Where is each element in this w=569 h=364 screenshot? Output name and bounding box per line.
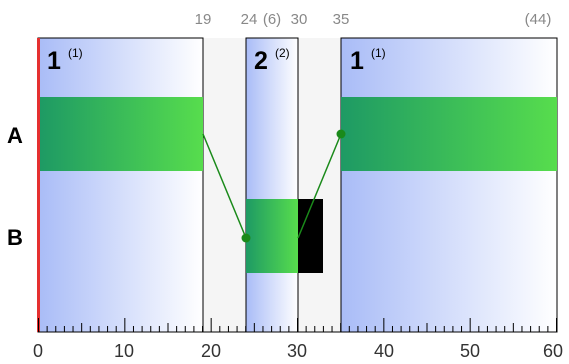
- panel-3: [340, 37, 558, 333]
- top-label: 24: [241, 11, 258, 28]
- panel-superscript: (1): [68, 46, 83, 60]
- axis-tick-label: 30: [287, 341, 307, 361]
- top-label: 30: [291, 11, 308, 28]
- axis-tick-label: 20: [201, 341, 221, 361]
- axis-tick-label: 0: [33, 341, 43, 361]
- top-label: (6): [263, 11, 281, 28]
- link-node: [241, 233, 251, 243]
- panel-1: [37, 37, 204, 333]
- panel-number: 2: [254, 47, 268, 75]
- row-label-b: B: [7, 225, 23, 250]
- panel-superscript: (1): [371, 46, 386, 60]
- bar-row-b: [246, 199, 298, 273]
- top-label: 19: [195, 11, 212, 28]
- top-label: (44): [525, 11, 552, 28]
- axis-tick-label: 60: [543, 341, 563, 361]
- axis-tick-label: 40: [374, 341, 394, 361]
- top-label: 35: [333, 11, 350, 28]
- panel-number: 1: [47, 47, 61, 75]
- bar-row-a: [341, 97, 557, 171]
- bar-row-b-black: [298, 199, 323, 273]
- axis-tick-label: 10: [114, 341, 134, 361]
- row-label-a: A: [7, 123, 23, 148]
- link-node: [336, 129, 346, 139]
- axis-tick-label: 50: [460, 341, 480, 361]
- dependency-link: [202, 133, 247, 239]
- panel-superscript: (2): [275, 46, 290, 60]
- panel-2: [245, 37, 299, 333]
- dependency-link: [297, 133, 342, 239]
- axis-ticks: [38, 318, 557, 332]
- panel-number: 1: [350, 47, 364, 75]
- bar-row-a: [40, 97, 203, 171]
